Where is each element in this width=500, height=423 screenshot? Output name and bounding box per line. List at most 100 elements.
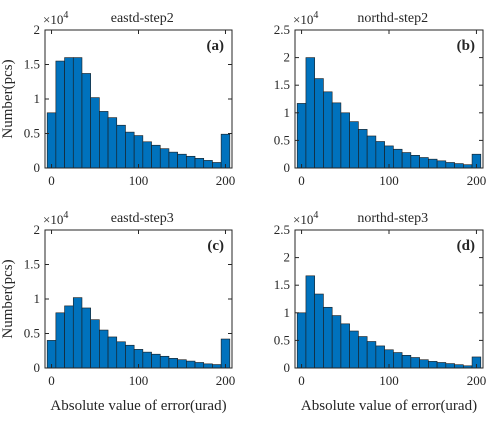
y-axis-label: Number(pcs) [0, 259, 16, 338]
histogram-bar [99, 329, 109, 369]
y-tick-label: 2 [34, 22, 41, 37]
x-tick-label: 200 [216, 373, 236, 388]
histogram-bar [203, 363, 213, 369]
chart-title: eastd-step2 [111, 11, 174, 26]
histogram-bar [64, 57, 74, 169]
histogram-bar [168, 358, 178, 369]
histogram-bar [410, 357, 420, 369]
histogram-bar [64, 305, 74, 369]
histogram-bar [419, 359, 429, 369]
histogram-bar [331, 315, 342, 369]
x-axis-label: Absolute value of error(urad) [50, 398, 226, 414]
histogram-bar [142, 351, 152, 369]
histogram-bar [358, 336, 368, 369]
y-tick-label: 2 [284, 250, 291, 265]
histogram-bar [55, 60, 65, 169]
histogram-bar [81, 307, 91, 369]
histogram-bar [46, 112, 57, 169]
histogram-bar [366, 341, 377, 369]
histogram-bar [323, 91, 333, 169]
histogram-bar [159, 355, 170, 369]
histogram-bar [212, 364, 222, 369]
histogram-bar [366, 135, 377, 169]
histogram-bar [151, 144, 161, 169]
histogram-bar [72, 297, 83, 369]
histogram-bar [340, 323, 350, 369]
histogram-bar [340, 112, 350, 169]
histogram-bar [393, 352, 403, 369]
histogram-bar [305, 275, 315, 369]
x-tick-label: 0 [48, 373, 55, 388]
histogram-bar [375, 345, 385, 369]
y-tick-label: 0 [34, 360, 41, 375]
histogram-bar [393, 148, 403, 169]
y-tick-label: 2 [284, 50, 291, 65]
histogram-bar [428, 158, 438, 169]
panel-label: (a) [207, 38, 225, 54]
y-tick-label: 1.5 [24, 257, 40, 272]
histogram-bar [72, 57, 83, 169]
y-tick-label: 0.5 [274, 332, 290, 347]
histogram-bar [99, 111, 109, 169]
y-tick-label: 1.5 [274, 277, 290, 292]
histogram-bar [445, 363, 455, 369]
histogram-bar [133, 135, 144, 169]
y-axis-multiplier: ×104 [293, 10, 318, 27]
y-tick-label: 0 [34, 160, 41, 175]
y-axis-multiplier: ×104 [293, 210, 318, 227]
histogram-bar [116, 341, 126, 369]
histogram-bar [177, 359, 187, 369]
histogram-bar [331, 102, 342, 169]
y-tick-label: 1 [284, 305, 291, 320]
histogram-bar [125, 131, 135, 169]
y-tick-label: 2 [34, 222, 41, 237]
histogram-bar [220, 338, 231, 369]
chart-title: eastd-step3 [111, 211, 174, 226]
histogram-bar [419, 157, 429, 169]
histogram-bar [55, 312, 65, 369]
x-tick-label: 0 [298, 173, 305, 188]
histogram-bar [159, 148, 170, 169]
histogram-bar [203, 160, 213, 169]
x-tick-label: 200 [467, 373, 487, 388]
x-tick-label: 200 [216, 173, 236, 188]
x-tick-label: 0 [298, 373, 305, 388]
histogram-bar [358, 129, 368, 169]
chart-title: northd-step3 [357, 211, 428, 226]
chart-title: northd-step2 [357, 11, 428, 26]
histogram-bar [177, 153, 187, 169]
histogram-bar [323, 306, 333, 369]
histogram-bar [436, 362, 447, 369]
y-tick-label: 1 [34, 291, 41, 306]
histogram-bar [194, 362, 205, 369]
histogram-bar [305, 57, 315, 169]
histogram-bar [349, 121, 359, 169]
histogram-bar [125, 344, 135, 369]
histogram-bar [220, 133, 231, 169]
histogram-bar [107, 117, 118, 169]
y-tick-label: 0.5 [274, 132, 290, 147]
histogram-bar [194, 158, 205, 169]
y-tick-label: 1.5 [274, 77, 290, 92]
y-tick-label: 0 [284, 360, 291, 375]
y-tick-label: 0.5 [24, 326, 40, 341]
histogram-bar [212, 162, 222, 169]
histogram-bar [314, 293, 324, 369]
histogram-bar [90, 319, 100, 369]
histogram-bar [349, 330, 359, 369]
histogram-bar [454, 163, 464, 169]
y-tick-label: 1 [34, 91, 41, 106]
histogram-bar [186, 155, 196, 169]
panel-label: (b) [457, 38, 475, 54]
y-tick-label: 0.5 [24, 126, 40, 141]
histogram-bar [401, 152, 412, 169]
y-tick-label: 1 [284, 105, 291, 120]
panel-label: (c) [207, 238, 224, 254]
histogram-bar [428, 361, 438, 369]
histogram-bar [436, 160, 447, 169]
x-tick-label: 200 [467, 173, 487, 188]
x-tick-label: 0 [48, 173, 55, 188]
y-axis-multiplier: ×104 [43, 210, 68, 227]
x-tick-label: 100 [129, 173, 149, 188]
x-tick-label: 100 [379, 373, 399, 388]
